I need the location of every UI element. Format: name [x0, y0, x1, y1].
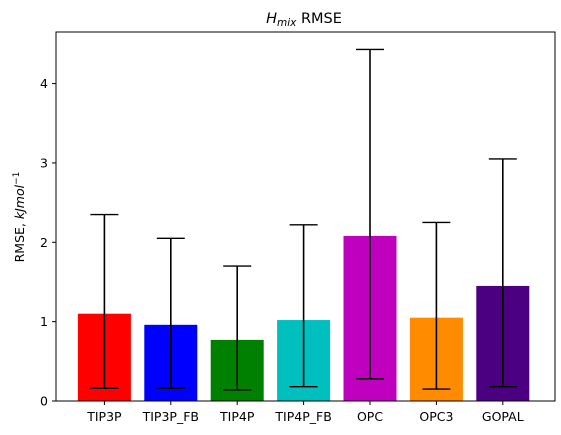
- x-tick-label: TIP4P_FB: [274, 409, 331, 424]
- x-tick-label: TIP3P_FB: [142, 409, 199, 424]
- y-tick-label: 3: [40, 155, 48, 170]
- x-tick-label: OPC3: [419, 409, 453, 424]
- chart-title: Hmix RMSE: [266, 11, 342, 29]
- x-tick-label: TIP3P: [86, 409, 122, 424]
- x-tick-label: OPC: [357, 409, 383, 424]
- y-tick-label: 4: [40, 76, 48, 91]
- y-tick-label: 1: [40, 314, 48, 329]
- x-tick-label: TIP4P: [219, 409, 255, 424]
- axes-frame: [55, 31, 556, 402]
- x-tick-label: GOPAL: [482, 409, 524, 424]
- y-tick-label: 0: [40, 394, 48, 409]
- y-tick-label: 2: [40, 235, 48, 250]
- plot-area: 0 1 2 3 4 TIP3P TIP3P_FB TIP4P TIP4P_FB OPC OPC3 GO…: [40, 31, 556, 424]
- y-axis-label: RMSE, kJmol−1: [12, 172, 27, 263]
